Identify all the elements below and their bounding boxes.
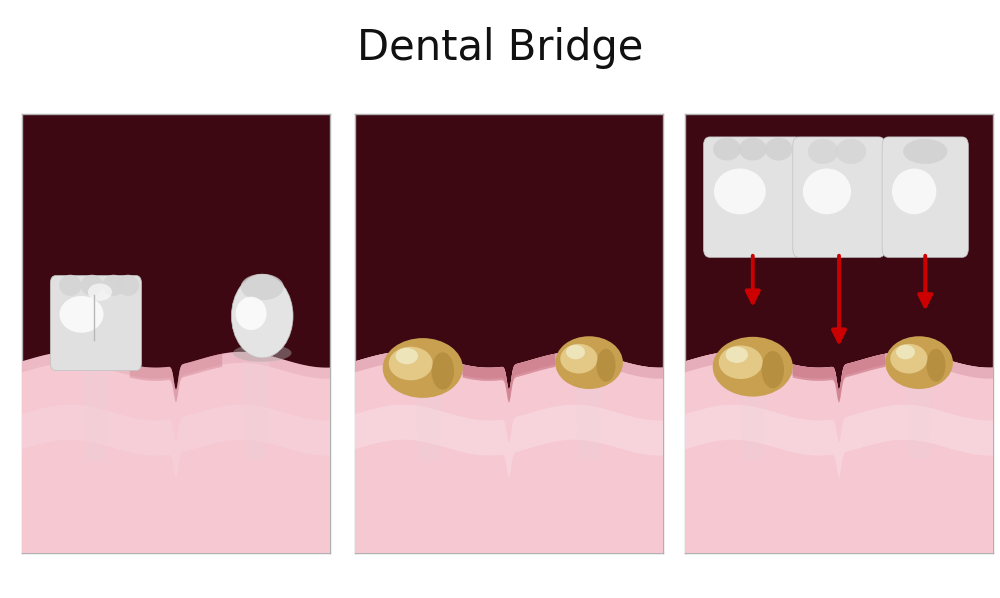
Polygon shape <box>130 354 222 402</box>
Polygon shape <box>905 362 933 459</box>
Ellipse shape <box>396 348 418 364</box>
Polygon shape <box>242 362 270 459</box>
FancyBboxPatch shape <box>703 137 802 257</box>
Ellipse shape <box>88 283 112 301</box>
Ellipse shape <box>233 344 292 362</box>
Polygon shape <box>355 352 663 553</box>
FancyBboxPatch shape <box>50 276 142 371</box>
Ellipse shape <box>389 347 433 380</box>
Polygon shape <box>355 352 663 401</box>
Ellipse shape <box>890 344 928 374</box>
Ellipse shape <box>726 346 748 363</box>
Ellipse shape <box>59 296 104 332</box>
Polygon shape <box>793 354 885 402</box>
Ellipse shape <box>885 336 953 389</box>
Ellipse shape <box>808 139 838 164</box>
Ellipse shape <box>765 138 792 160</box>
Ellipse shape <box>432 352 454 390</box>
Ellipse shape <box>241 274 284 300</box>
Ellipse shape <box>739 138 767 160</box>
Polygon shape <box>685 352 993 401</box>
Polygon shape <box>355 405 663 477</box>
Ellipse shape <box>714 169 766 214</box>
Polygon shape <box>22 352 330 401</box>
Polygon shape <box>355 352 663 553</box>
Text: Dental Bridge: Dental Bridge <box>357 27 643 69</box>
Ellipse shape <box>805 237 873 253</box>
Polygon shape <box>685 352 993 401</box>
Polygon shape <box>739 362 767 459</box>
Polygon shape <box>22 352 330 553</box>
Ellipse shape <box>762 351 784 388</box>
Polygon shape <box>355 405 663 477</box>
Ellipse shape <box>597 349 616 382</box>
Ellipse shape <box>56 344 136 365</box>
Ellipse shape <box>560 344 598 374</box>
Ellipse shape <box>102 274 125 296</box>
Polygon shape <box>415 364 443 460</box>
Polygon shape <box>793 354 885 402</box>
Ellipse shape <box>836 139 866 164</box>
Ellipse shape <box>894 237 957 253</box>
Polygon shape <box>685 405 993 477</box>
Ellipse shape <box>117 274 139 296</box>
Ellipse shape <box>59 274 82 296</box>
Ellipse shape <box>803 169 851 214</box>
FancyBboxPatch shape <box>793 137 885 257</box>
Ellipse shape <box>903 139 947 164</box>
Polygon shape <box>575 362 603 459</box>
Ellipse shape <box>716 237 789 253</box>
Ellipse shape <box>892 169 936 214</box>
Polygon shape <box>463 354 555 402</box>
Ellipse shape <box>896 345 915 359</box>
Polygon shape <box>22 405 330 477</box>
Ellipse shape <box>236 297 267 330</box>
Polygon shape <box>82 364 110 460</box>
Polygon shape <box>685 352 993 553</box>
Ellipse shape <box>555 336 623 389</box>
Ellipse shape <box>713 337 793 396</box>
Polygon shape <box>685 352 993 553</box>
Polygon shape <box>685 405 993 477</box>
Polygon shape <box>463 354 555 402</box>
Ellipse shape <box>81 274 103 296</box>
Ellipse shape <box>231 274 293 358</box>
Ellipse shape <box>713 138 741 160</box>
Ellipse shape <box>719 346 763 379</box>
Ellipse shape <box>566 345 585 359</box>
FancyBboxPatch shape <box>708 225 964 251</box>
Polygon shape <box>355 352 663 401</box>
Ellipse shape <box>383 338 463 398</box>
FancyBboxPatch shape <box>882 137 968 257</box>
Ellipse shape <box>927 349 946 382</box>
